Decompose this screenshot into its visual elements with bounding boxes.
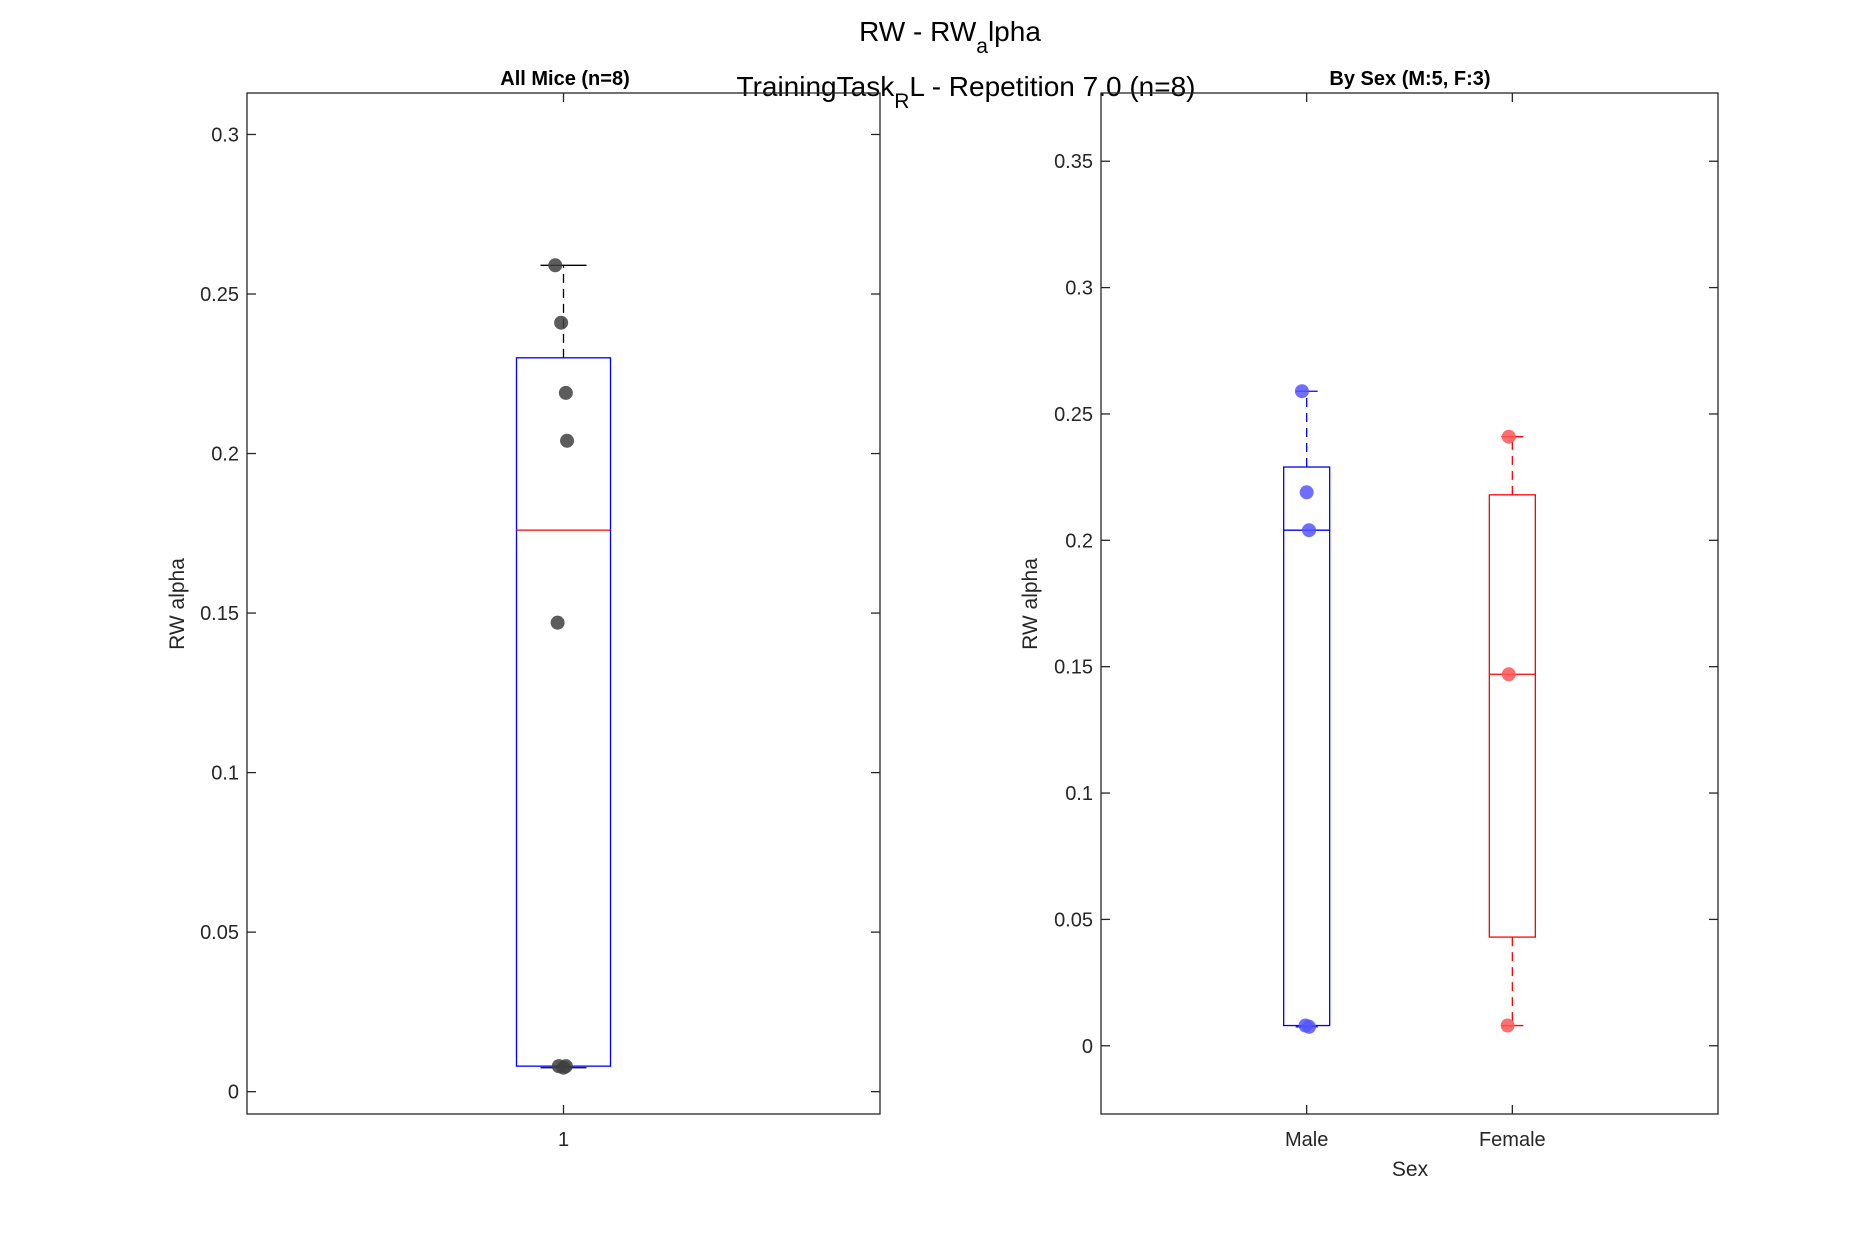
data-point [558,1059,573,1074]
y-tick-label: 0.1 [211,763,239,785]
title2-sub: R [894,90,909,113]
figure-title-line1: RW - RWalpha [859,16,1041,58]
title1-rest: lpha [988,16,1041,47]
data-point [1500,1018,1515,1033]
data-point [550,615,565,630]
title2-rest: L - Repetition 7.0 (n=8) [909,71,1195,102]
data-point [554,315,569,330]
x-tick-label: Male [1285,1129,1328,1151]
y-tick-label: 0.15 [1054,657,1093,679]
panel-2-ylabel: RW alpha [1019,558,1042,650]
panel-1-title: All Mice (n=8) [500,68,629,90]
data-point [1294,384,1309,399]
data-point [548,258,563,273]
panel-all-mice: All Mice (n=8) RW alpha 0 0.05 0.1 0.15 0.2 0… [166,68,881,1151]
axes-frame [1100,92,1719,1115]
title2-main: TrainingTask [737,71,896,102]
y-tick-label: 0.35 [1054,151,1093,173]
data-point [558,385,573,400]
y-tick-label: 0.25 [1054,404,1093,426]
y-tick-label: 0.2 [1065,530,1093,552]
x-tick-label: Female [1479,1129,1546,1151]
x-tick-label: 1 [558,1129,569,1151]
y-tick-label: 0 [228,1082,239,1104]
y-tick-label: 0.1 [1065,783,1093,805]
y-tick-label: 0.15 [200,603,239,625]
title1-sub: a [976,35,988,58]
y-tick-label: 0 [1082,1036,1093,1058]
y-tick-label: 0.2 [211,444,239,466]
panel-2-xlabel: Sex [1392,1158,1429,1181]
y-tick-label: 0.3 [1065,278,1093,300]
data-point [1501,667,1516,682]
data-point [1299,485,1314,500]
data-point [1302,523,1317,538]
figure-title-line2: TrainingTaskRL - Repetition 7.0 (n=8) [737,71,1196,113]
y-tick-label: 0.25 [200,284,239,306]
data-point [560,433,575,448]
panel-1-ylabel: RW alpha [166,558,189,650]
title1-main: RW - RW [859,16,977,47]
data-point [1302,1019,1317,1034]
panel-by-sex: By Sex (M:5, F:3) RW alpha Sex 0 0.05 0.1 0… [1019,68,1719,1181]
box [1488,494,1536,938]
panel-2-title: By Sex (M:5, F:3) [1329,68,1490,90]
data-point [1501,429,1516,444]
y-tick-label: 0.05 [1054,909,1093,931]
y-tick-label: 0.05 [200,922,239,944]
y-tick-label: 0.3 [211,124,239,146]
